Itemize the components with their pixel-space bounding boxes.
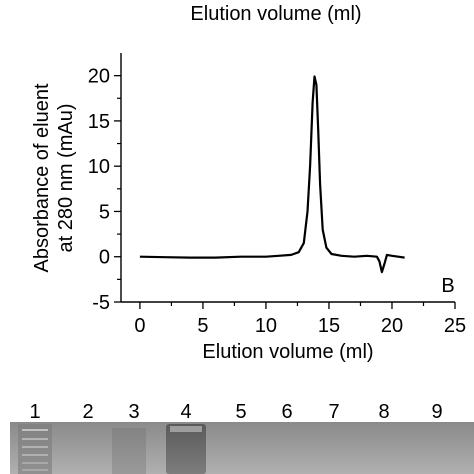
x-tick-label: 10 — [255, 315, 277, 337]
lane-labels: 1 2 3 4 5 6 7 8 9 — [29, 401, 442, 423]
panel-label: B — [441, 275, 454, 297]
top-caption: Elution volume (ml) — [190, 3, 361, 25]
lane-label-8: 8 — [378, 401, 389, 423]
lane-label-7: 7 — [328, 401, 339, 423]
y-tick-label: 15 — [88, 111, 110, 133]
lane-label-2: 2 — [82, 401, 93, 423]
gel-image: 1 2 3 4 5 6 7 8 9 — [10, 401, 474, 474]
y-axis-label-line-2: at 280 nm (mAu) — [55, 104, 77, 253]
y-tick-label: 0 — [99, 247, 110, 269]
lane-label-6: 6 — [281, 401, 292, 423]
y-tick-label: 20 — [88, 66, 110, 88]
gel-background — [10, 422, 474, 474]
ladder-lane — [18, 424, 52, 474]
lane-3-smear — [112, 428, 146, 474]
y-ticks: -5 0 5 10 15 20 — [88, 66, 121, 314]
y-axis-label-line-1: Absorbance of eluent — [31, 83, 53, 272]
x-tick-label: 25 — [444, 315, 466, 337]
lane-label-1: 1 — [29, 401, 40, 423]
lane-4-band — [166, 424, 206, 474]
x-tick-label: 15 — [318, 315, 340, 337]
lane-label-4: 4 — [180, 401, 191, 423]
x-ticks: 0 5 10 15 20 25 — [134, 302, 466, 337]
lane-label-3: 3 — [128, 401, 139, 423]
y-tick-label: 5 — [99, 201, 110, 223]
x-tick-label: 20 — [381, 315, 403, 337]
lane-label-5: 5 — [235, 401, 246, 423]
y-tick-label: 10 — [88, 156, 110, 178]
lane-label-9: 9 — [431, 401, 442, 423]
x-tick-label: 5 — [197, 315, 208, 337]
series-line-1 — [139, 75, 405, 274]
series-group — [139, 75, 405, 274]
y-tick-label: -5 — [92, 292, 110, 314]
x-axis-label: Elution volume (ml) — [202, 341, 373, 363]
x-tick-label: 0 — [134, 315, 145, 337]
elution-chart: -5 0 5 10 15 20 0 5 10 15 20 25 B Elution volume (… — [31, 53, 466, 363]
